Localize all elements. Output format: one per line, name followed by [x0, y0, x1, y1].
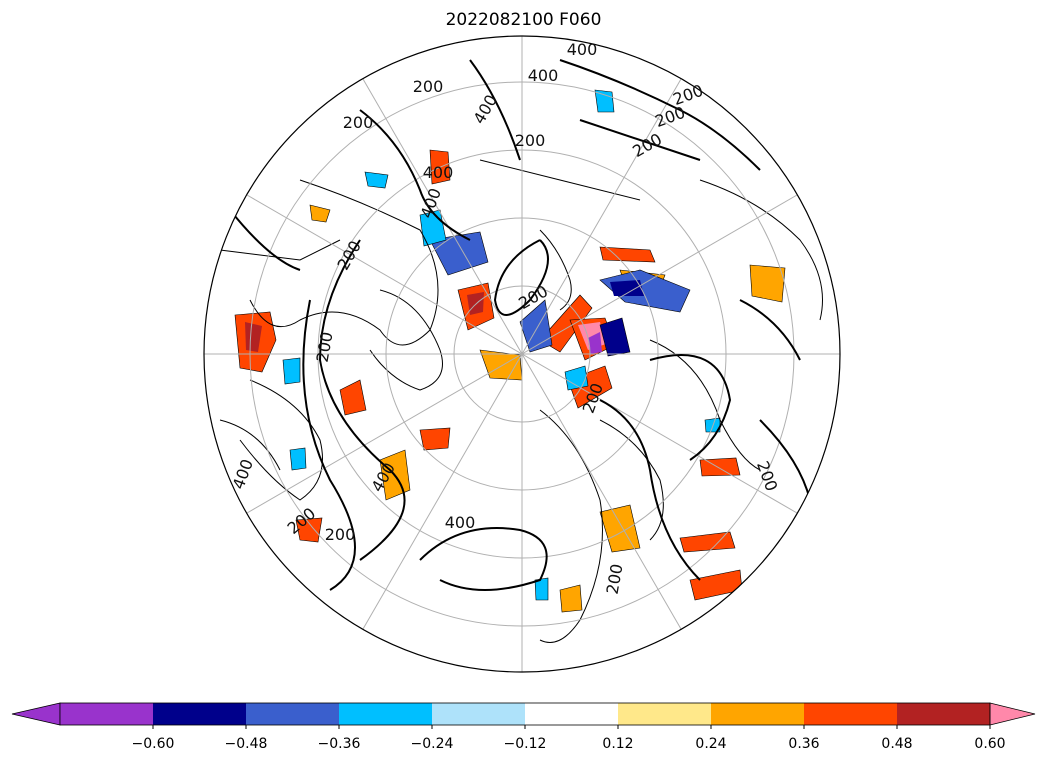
colorbar-tick-label: 0.36: [788, 736, 819, 752]
colorbar-segment: [711, 703, 804, 725]
colorbar-segment: [897, 703, 990, 725]
colorbar-extend-high: [989, 702, 1036, 726]
colorbar-tick-label: −0.24: [411, 736, 454, 752]
contour-label: 400: [567, 40, 598, 59]
map-title: 2022082100 F060: [445, 10, 602, 30]
contour-label: 400: [423, 163, 454, 182]
colorbar-segment: [153, 703, 246, 725]
graticule: [204, 36, 840, 672]
colorbar-tick-label: 0.60: [974, 736, 1005, 752]
colorbar: −0.60 −0.48 −0.36 −0.24 −0.12 0.12 0.24 0.36 0.4…: [11, 702, 1036, 752]
colorbar-tick-label: 0.48: [881, 736, 912, 752]
colorbar-tick-label: −0.48: [225, 736, 268, 752]
colorbar-segment: [60, 703, 153, 725]
height-contours: [229, 59, 811, 591]
contour-label: 200: [325, 525, 356, 544]
colorbar-segment: [525, 703, 618, 725]
colorbar-tick-label: 0.24: [695, 736, 726, 752]
contour-label: 200: [515, 131, 546, 150]
contour-label: 200: [413, 77, 444, 96]
colorbar-segment: [804, 703, 897, 725]
colorbar-segment: [432, 703, 525, 725]
colorbar-segment: [246, 703, 339, 725]
colorbar-extend-low: [11, 702, 61, 726]
colorbar-segment: [339, 703, 432, 725]
map-disk-content: [204, 36, 840, 672]
contour-label: 200: [343, 113, 374, 132]
colorbar-tick-label: −0.36: [318, 736, 361, 752]
colorbar-tick-label: −0.60: [132, 736, 175, 752]
colorbar-tick-label: −0.12: [504, 736, 547, 752]
colorbar-tick-label: 0.12: [602, 736, 633, 752]
contour-label: 400: [445, 513, 476, 532]
map-boundary: [203, 35, 841, 673]
colorbar-segment: [618, 703, 711, 725]
contour-label: 400: [528, 66, 559, 85]
